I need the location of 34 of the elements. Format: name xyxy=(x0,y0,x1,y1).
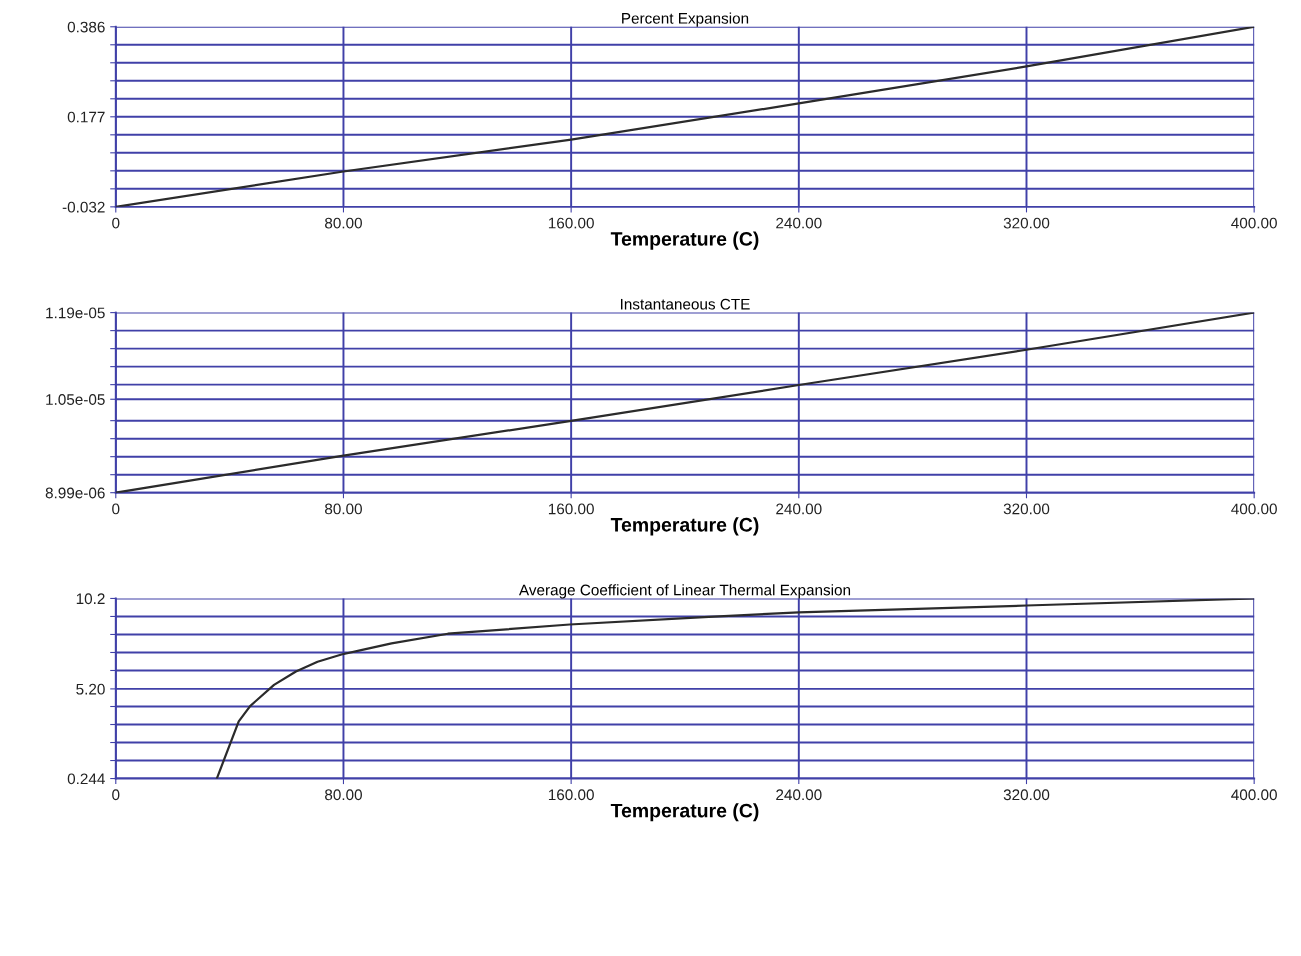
chart-title: Percent Expansion xyxy=(622,12,749,27)
x-axis-title: Temperature (C) xyxy=(610,231,759,250)
x-tick-label: 160.00 xyxy=(548,789,594,801)
x-tick-label: 0 xyxy=(112,789,120,801)
x-tick-label: 400.00 xyxy=(1231,217,1277,229)
y-tick-label: -0.032 xyxy=(62,201,105,213)
x-tick-label: 320.00 xyxy=(1003,217,1050,229)
x-tick-label: 80.00 xyxy=(325,217,362,229)
x-tick-label: 0 xyxy=(112,503,120,515)
y-tick-label: 0.244 xyxy=(67,773,105,785)
y-tick-label: 0.177 xyxy=(67,111,105,123)
x-tick-label: 80.00 xyxy=(325,789,362,801)
y-tick-label: 5.20 xyxy=(76,683,105,695)
y-tick-label: 0.386 xyxy=(67,21,105,33)
x-tick-label: 160.00 xyxy=(548,217,594,229)
x-axis-title: Temperature (C) xyxy=(610,517,759,536)
x-tick-label: 240.00 xyxy=(776,503,822,515)
x-axis-title: Temperature (C) xyxy=(610,803,759,822)
x-tick-label: 0 xyxy=(112,217,120,229)
y-tick-label: 1.19e-05 xyxy=(46,307,105,319)
y-tick-label: 10.2 xyxy=(76,593,105,605)
x-tick-label: 160.00 xyxy=(548,503,594,515)
x-tick-label: 400.00 xyxy=(1231,789,1277,801)
x-tick-label: 240.00 xyxy=(776,217,822,229)
x-tick-label: 240.00 xyxy=(776,789,822,801)
y-tick-label: 1.05e-05 xyxy=(46,394,105,405)
line-series xyxy=(215,598,1255,779)
x-tick-label: 80.00 xyxy=(325,503,362,515)
x-tick-label: 320.00 xyxy=(1003,789,1050,801)
x-tick-label: 400.00 xyxy=(1231,503,1277,515)
chart-title: Instantaneous CTE xyxy=(621,298,750,310)
x-tick-label: 320.00 xyxy=(1003,503,1050,515)
chart-title: Average Coefficient of Linear Thermal Expansion xyxy=(518,584,851,599)
y-tick-label: 8.99e-06 xyxy=(45,487,105,499)
